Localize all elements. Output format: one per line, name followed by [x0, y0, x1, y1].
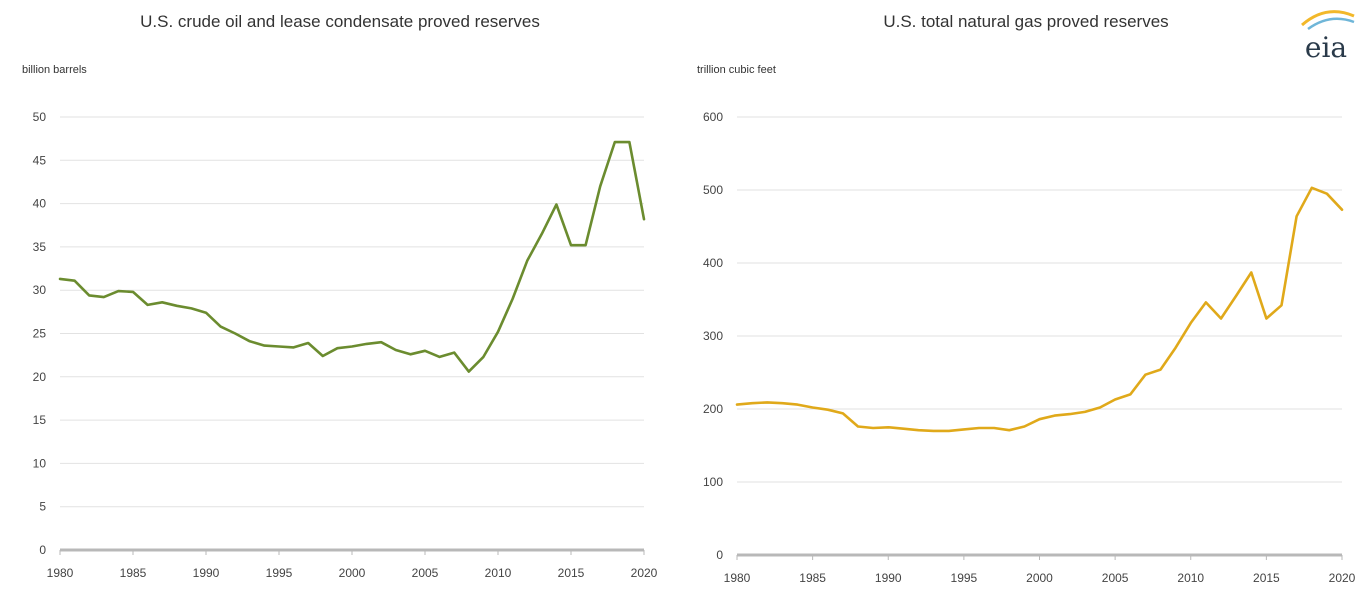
gas-x-tick-label: 2015	[1253, 571, 1280, 585]
oil-chart-title: U.S. crude oil and lease condensate prov…	[140, 12, 540, 31]
oil-y-tick-label: 20	[33, 370, 47, 384]
oil-y-tick-label: 25	[33, 327, 47, 341]
oil-x-tick-label: 1980	[47, 566, 74, 580]
logo-arc-blue	[1307, 17, 1355, 31]
oil-x-tick-labels: 1980 1985 1990 1995 2000 2005 2010 2015 2020	[47, 550, 658, 580]
oil-x-tick-label: 1995	[266, 566, 293, 580]
gas-y-tick-label: 200	[703, 402, 723, 416]
oil-x-tick-label: 1990	[193, 566, 220, 580]
oil-y-tick-label: 5	[39, 500, 46, 514]
gas-y-tick-label: 400	[703, 256, 723, 270]
oil-gridlines	[60, 116, 644, 508]
oil-series-line	[58, 140, 646, 373]
oil-y-tick-label: 35	[33, 240, 47, 254]
eia-logo: eia	[1301, 10, 1355, 64]
oil-y-tick-label: 30	[33, 283, 47, 297]
gas-y-tick-label: 600	[703, 110, 723, 124]
gas-x-tick-label: 1995	[951, 571, 978, 585]
oil-y-tick-label: 15	[33, 413, 47, 427]
gas-y-tick-label: 300	[703, 329, 723, 343]
gas-x-tick-label: 1990	[875, 571, 902, 585]
gas-gridlines	[737, 116, 1342, 483]
oil-x-tick-label: 2020	[631, 566, 658, 580]
eia-logo-text: eia	[1305, 31, 1347, 64]
oil-x-tick-label: 1985	[120, 566, 147, 580]
gas-x-tick-label: 2020	[1329, 571, 1356, 585]
oil-y-tick-label: 50	[33, 110, 47, 124]
oil-x-tick-label: 2005	[412, 566, 439, 580]
oil-y-unit-label: billion barrels	[22, 64, 87, 76]
oil-y-tick-label: 0	[39, 543, 46, 557]
oil-x-tick-label: 2015	[558, 566, 585, 580]
oil-y-tick-label: 40	[33, 197, 47, 211]
oil-y-tick-label: 45	[33, 153, 47, 167]
oil-y-tick-label: 10	[33, 456, 47, 470]
gas-y-tick-labels: 0 100 200 300 400 500 600	[703, 110, 723, 562]
gas-x-tick-label: 2000	[1026, 571, 1053, 585]
oil-x-tick-label: 2010	[485, 566, 512, 580]
gas-chart-title: U.S. total natural gas proved reserves	[883, 12, 1168, 31]
gas-y-tick-label: 100	[703, 475, 723, 489]
gas-x-tick-label: 1985	[799, 571, 826, 585]
oil-reserves-chart: U.S. crude oil and lease condensate prov…	[22, 12, 658, 580]
gas-y-tick-label: 0	[716, 548, 723, 562]
gas-x-tick-label: 1980	[724, 571, 751, 585]
gas-y-tick-label: 500	[703, 183, 723, 197]
logo-arc-yellow	[1301, 10, 1355, 27]
gas-x-tick-labels: 1980 1985 1990 1995 2000 2005 2010 2015 2020	[724, 555, 1356, 585]
gas-reserves-chart: U.S. total natural gas proved reserves t…	[697, 12, 1356, 585]
gas-x-tick-label: 2005	[1102, 571, 1129, 585]
gas-series-line	[735, 186, 1344, 433]
gas-y-unit-label: trillion cubic feet	[697, 64, 776, 76]
gas-x-tick-label: 2010	[1177, 571, 1204, 585]
oil-y-tick-labels: 0 5 10 15 20 25 30 35 40 45 50	[33, 110, 47, 557]
oil-x-tick-label: 2000	[339, 566, 366, 580]
